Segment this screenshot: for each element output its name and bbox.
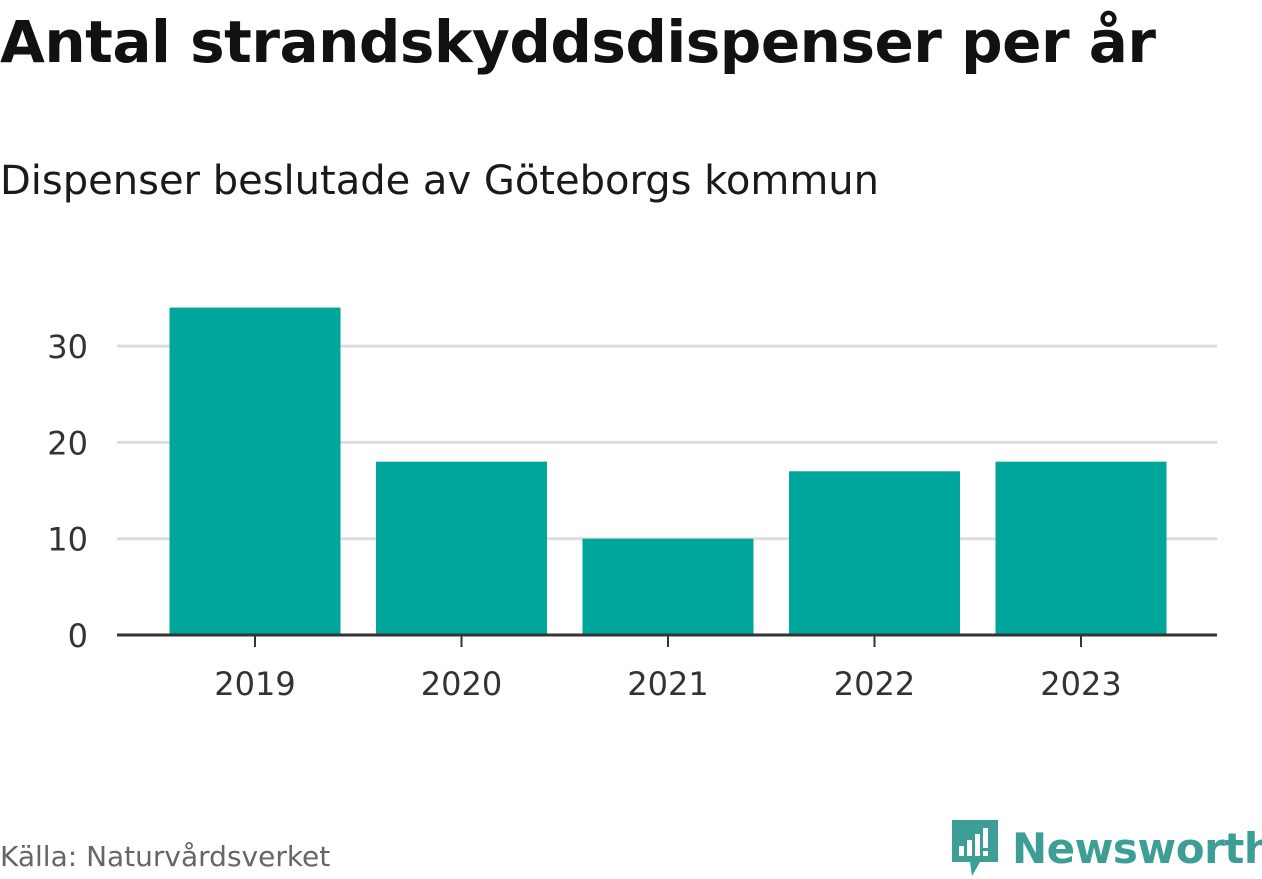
- y-tick-label-20: 20: [47, 424, 88, 462]
- bar-2020: [376, 461, 547, 635]
- x-tick-label-2023: 2023: [1040, 665, 1121, 703]
- bar-2023: [995, 461, 1167, 635]
- brand-logo: Newsworthy: [950, 818, 1262, 878]
- y-tick-label-10: 10: [47, 521, 88, 559]
- x-tick-label-2021: 2021: [627, 665, 708, 703]
- x-tick-label-2022: 2022: [834, 665, 915, 703]
- brand-name: Newsworthy: [1012, 823, 1262, 873]
- source-note: Källa: Naturvårdsverket: [0, 840, 331, 873]
- x-tick-label-2019: 2019: [214, 665, 295, 703]
- bar-2019: [169, 307, 341, 635]
- x-tick-label-2020: 2020: [421, 665, 502, 703]
- bar-2022: [789, 471, 960, 635]
- chart-title: Antal strandskyddsdispenser per år: [0, 8, 1156, 76]
- y-tick-label-30: 30: [47, 328, 88, 366]
- y-tick-label-0: 0: [68, 617, 88, 655]
- bar-2021: [582, 538, 754, 635]
- newsworthy-logo-icon: [952, 820, 998, 876]
- chart-subtitle: Dispenser beslutade av Göteborgs kommun: [0, 158, 879, 204]
